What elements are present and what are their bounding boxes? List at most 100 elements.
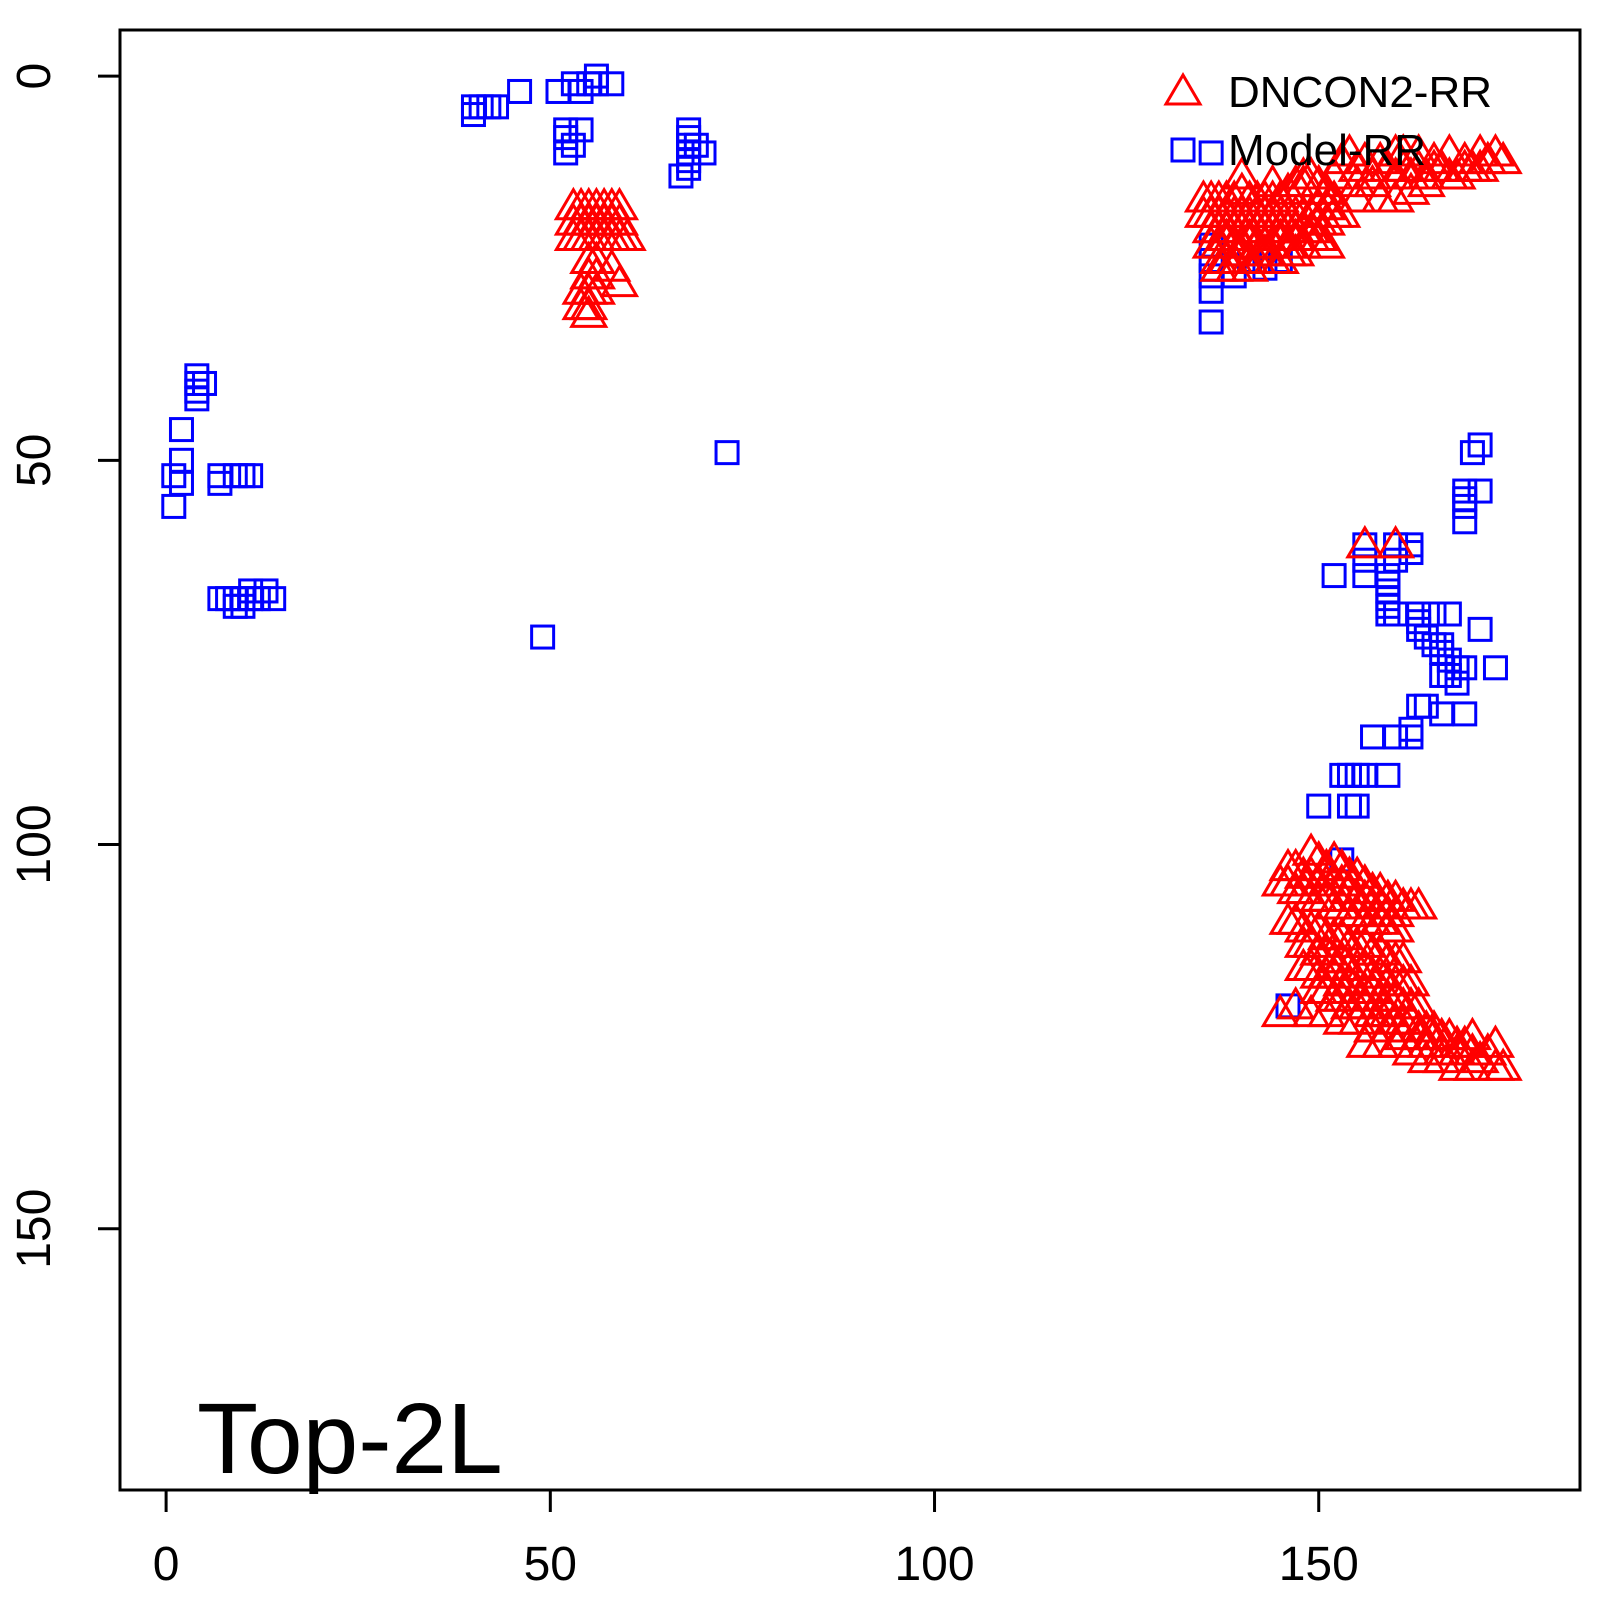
model-rr-point [568,117,594,143]
model-rr-point [238,586,264,612]
dncon2-rr-point [1322,916,1362,951]
y-tick-label: 0 [8,63,61,90]
model-rr-point [207,463,233,489]
model-rr-point [676,148,702,174]
model-rr-point [1383,532,1409,558]
dncon2-rr-point [1475,132,1516,167]
model-rr-point [1406,601,1432,627]
model-rr-point [245,586,271,612]
model-rr-point [1436,601,1462,627]
model-rr-point [1329,762,1355,788]
model-rr-point [1406,609,1432,635]
model-rr-point [230,593,256,619]
dncon2-rr-point [1322,862,1362,897]
dncon2-rr-point [599,263,640,298]
model-rr-point [184,370,210,396]
model-rr-point [253,578,279,604]
dncon2-rr-point [1414,140,1454,175]
model-rr-point [583,63,609,89]
model-rr-point [1375,762,1401,788]
dncon2-rr-point [1322,978,1362,1012]
dncon2-rr-point [1445,1024,1485,1058]
dncon2-rr-point [1345,924,1385,958]
dncon2-rr-point [1383,939,1423,974]
model-rr-point [484,94,510,120]
x-axis: 0 50 100 150 [153,1488,1359,1591]
model-rr-point [507,78,533,104]
dncon2-rr-point [1260,993,1300,1028]
x-tick-label: 150 [1279,1538,1359,1591]
model-rr-point [1444,670,1470,696]
model-rr-point [1352,532,1378,558]
model-rr-point [207,586,233,612]
model-rr-point [1398,716,1424,742]
model-rr-point [1375,578,1401,604]
dncon2-rr-point [1375,1024,1416,1058]
model-rr-point [1375,586,1401,612]
dncon2-rr-point [1245,232,1285,267]
model-rr-point [1383,547,1409,573]
model-rr-point [1467,616,1493,642]
dncon2-rr-point [1299,163,1339,198]
model-rr-point [1352,762,1378,788]
model-rr-point [261,586,287,612]
model-rr-point [1482,655,1508,681]
model-rr-point [1413,693,1439,719]
dncon2-rr-point [1422,1039,1462,1074]
model-rr-point [1375,593,1401,619]
model-rr-point [460,102,486,128]
dncon2-rr-point [1306,225,1347,259]
model-rr-point [184,378,210,404]
model-rr-point [238,578,264,604]
model-rr-point [1436,662,1462,688]
model-rr-point [1336,793,1362,819]
model-rr-point [1198,309,1224,335]
model-rr-point [553,125,579,151]
model-rr-point [1459,440,1485,466]
model-rr-point [1360,724,1386,750]
dncon2-rr-point [1452,1047,1493,1081]
dncon2-rr-point [1483,1047,1523,1081]
dncon2-rr-point [1391,171,1431,205]
model-rr-point [1436,647,1462,673]
model-rr-point [676,125,702,151]
model-rr-point [1452,493,1478,519]
dncon2-rr-point [1460,1039,1500,1074]
model-rr-point [1421,632,1447,658]
model-rr-point [560,71,586,97]
model-rr-point [222,586,248,612]
model-rr-point [184,363,210,389]
dncon2-rr-point [1445,140,1485,175]
dncon2-rr-point [1291,947,1331,981]
model-rr-point [476,94,502,120]
model-rr-point [168,417,194,443]
model-rr-point [238,463,264,489]
model-rr-point [1352,563,1378,589]
dncon2-rr-point [1352,163,1393,198]
dncon2-rr-point [1429,132,1469,167]
dncon2-rr-point [1283,156,1323,190]
model-rr-point [530,624,556,650]
model-rr-point [215,586,241,612]
model-rr-point [1198,140,1224,166]
legend-label-model-rr: Model-RR [1228,126,1426,175]
model-rr-point [222,593,248,619]
model-rr-point [676,132,702,158]
model-rr-point [161,493,187,519]
dncon2-rr-point [1406,1024,1446,1058]
dncon2-rr-point [1206,217,1247,251]
model-rr-point [576,71,602,97]
model-rr-point [676,140,702,166]
model-rr-point [1321,563,1347,589]
dncon2-rr-point [1276,901,1316,935]
model-rr-point [1452,655,1478,681]
chart-annotation: Top-2L [197,1383,503,1495]
plot-frame [118,28,1582,1492]
model-rr-point [207,470,233,496]
dncon2-rr-point [1368,993,1408,1028]
model-rr-point [1444,655,1470,681]
model-rr-point [691,140,717,166]
model-rr-point [1352,547,1378,573]
model-rr-point [553,140,579,166]
model-rr-point [161,463,187,489]
